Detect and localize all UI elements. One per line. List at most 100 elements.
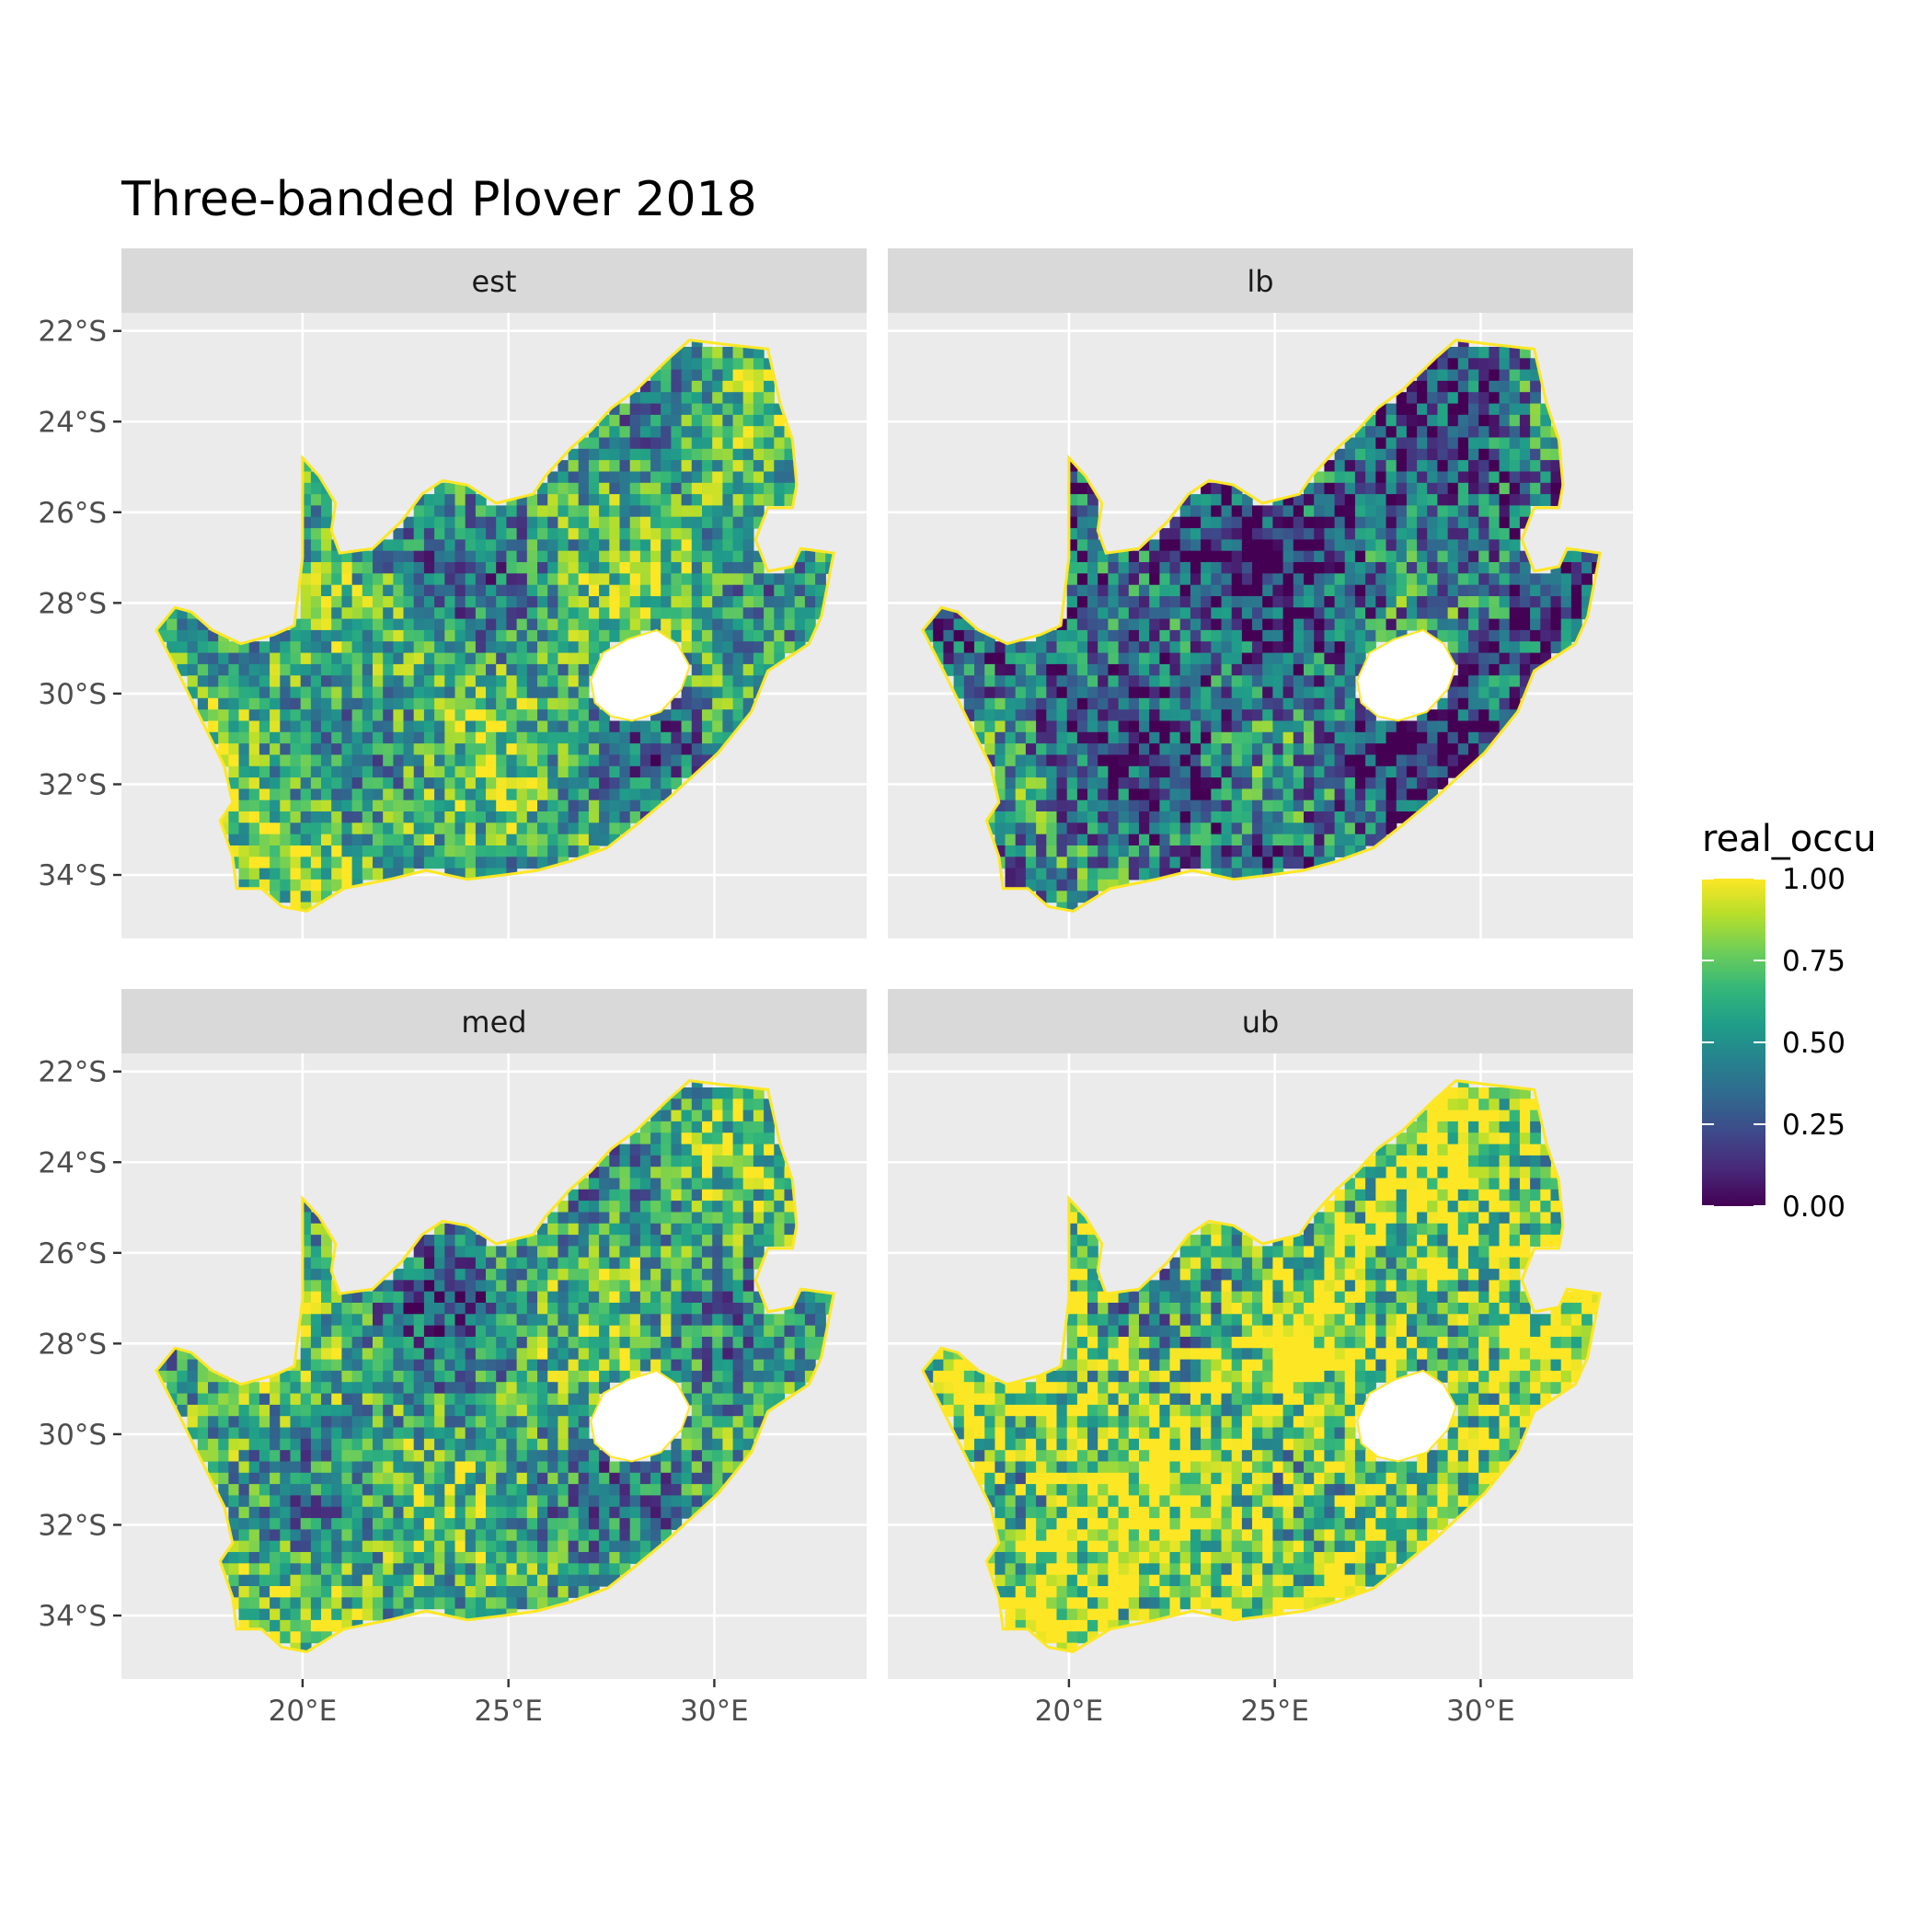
raster-cell (732, 1280, 744, 1293)
raster-cell (373, 1438, 384, 1451)
raster-cell (516, 754, 528, 767)
raster-cell (1005, 697, 1017, 710)
raster-cell (1457, 584, 1469, 597)
raster-cell (702, 460, 713, 472)
raster-cell (681, 1438, 693, 1451)
raster-cell (1489, 641, 1501, 654)
raster-cell (321, 765, 332, 778)
raster-cell (568, 1325, 580, 1338)
raster-cell (1560, 562, 1572, 574)
raster-cell (547, 1223, 558, 1236)
raster-cell (537, 765, 548, 778)
raster-cell (547, 1212, 558, 1225)
raster-cell (1386, 607, 1397, 620)
raster-cell (1447, 697, 1459, 710)
raster-cell (1354, 799, 1366, 812)
raster-cell (1519, 380, 1531, 393)
raster-cell (383, 709, 394, 722)
raster-cell (1489, 358, 1501, 371)
raster-cell (722, 1427, 734, 1440)
raster-cell (1447, 448, 1459, 461)
raster-cell (722, 414, 734, 427)
raster-cell (1252, 788, 1263, 801)
raster-cell (403, 1337, 415, 1349)
raster-cell (1128, 799, 1140, 812)
raster-cell (1128, 663, 1140, 676)
raster-cell (619, 1359, 631, 1372)
raster-cell (238, 799, 250, 812)
raster-cell (639, 1246, 651, 1259)
raster-cell (454, 754, 466, 767)
raster-cell (588, 788, 600, 801)
raster-cell (1468, 516, 1479, 529)
raster-cell (1417, 788, 1428, 801)
raster-cell (1509, 550, 1521, 563)
raster-cell (712, 347, 723, 359)
raster-cell (742, 494, 754, 506)
raster-cell (465, 652, 477, 665)
raster-cell (506, 607, 518, 620)
raster-cell (702, 1121, 713, 1133)
raster-cell (732, 426, 744, 439)
raster-cell (588, 1337, 600, 1349)
raster-cell (516, 1348, 528, 1361)
raster-cell (629, 788, 641, 801)
raster-cell (681, 1223, 693, 1236)
raster-cell (238, 1461, 250, 1474)
raster-cell (629, 720, 641, 733)
raster-cell (1293, 743, 1305, 755)
raster-cell (1066, 629, 1078, 642)
raster-cell (506, 652, 518, 665)
raster-cell (732, 1144, 744, 1156)
raster-cell (1231, 550, 1243, 563)
raster-cell (475, 629, 487, 642)
raster-cell (568, 845, 580, 857)
raster-cell (516, 1359, 528, 1372)
raster-cell (321, 1438, 332, 1451)
raster-cell (1128, 754, 1140, 767)
raster-cell (1499, 380, 1511, 393)
raster-cell (681, 1348, 693, 1361)
raster-cell (321, 891, 332, 903)
raster-cell (1046, 879, 1058, 891)
raster-cell (599, 607, 610, 620)
raster-cell (732, 1359, 744, 1372)
raster-cell (671, 448, 683, 461)
raster-cell (516, 539, 528, 552)
raster-cell (933, 607, 944, 620)
raster-cell (331, 1291, 342, 1304)
raster-cell (197, 1404, 209, 1417)
raster-cell (619, 1178, 631, 1190)
raster-cell (506, 629, 518, 642)
raster-cell (516, 562, 528, 574)
raster-cell (1179, 573, 1191, 586)
raster-cell (1128, 550, 1140, 563)
raster-cell (578, 607, 590, 620)
raster-cell (742, 1110, 754, 1122)
raster-cell (300, 765, 312, 778)
raster-cell (423, 1438, 435, 1451)
raster-cell (434, 1269, 445, 1281)
raster-cell (187, 686, 199, 699)
raster-cell (1159, 777, 1171, 789)
raster-cell (578, 1314, 590, 1327)
raster-cell (423, 675, 435, 688)
raster-cell (547, 788, 558, 801)
raster-cell (423, 1314, 435, 1327)
raster-cell (434, 584, 445, 597)
raster-cell (1304, 494, 1315, 506)
raster-cell (742, 414, 754, 427)
raster-cell (681, 1393, 693, 1406)
raster-cell (248, 845, 260, 857)
raster-cell (1282, 731, 1294, 744)
raster-cell (558, 482, 569, 495)
raster-cell (270, 788, 281, 801)
raster-cell (351, 1484, 363, 1496)
raster-cell (794, 573, 806, 586)
raster-cell (403, 697, 415, 710)
raster-cell (1375, 596, 1387, 608)
raster-cell (321, 1472, 332, 1485)
raster-cell (280, 1370, 292, 1383)
raster-cell (650, 1359, 661, 1372)
raster-cell (259, 697, 270, 710)
